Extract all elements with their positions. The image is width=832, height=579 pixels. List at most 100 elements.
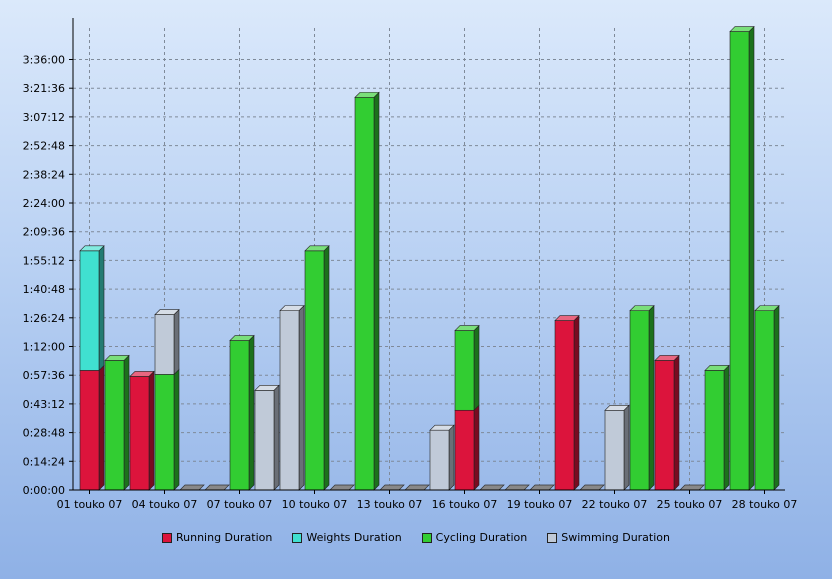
y-tick-label: 3:36:00 — [23, 54, 65, 67]
bar-empty — [379, 484, 405, 491]
bar-cycling-duration-side — [173, 368, 180, 491]
legend-label: Weights Duration — [306, 531, 402, 544]
x-tick-label: 04 touko 07 — [132, 498, 198, 511]
bar-group — [429, 424, 455, 491]
legend-label: Cycling Duration — [435, 531, 528, 544]
bar-cycling-duration — [629, 310, 650, 491]
x-tick-label: 07 touko 07 — [207, 498, 273, 511]
bar-running-duration-side — [573, 314, 580, 491]
x-tick-label: 19 touko 07 — [507, 498, 573, 511]
bar-running-duration — [79, 370, 100, 491]
bar-empty — [204, 484, 230, 491]
bar-running-duration — [554, 320, 575, 491]
legend-item: Cycling Duration — [421, 531, 528, 544]
bar-group — [329, 484, 355, 491]
bar-running-duration-side — [148, 370, 155, 491]
bar-cycling-duration — [229, 340, 250, 491]
bar-cycling-duration-side — [473, 324, 480, 412]
bar-cycling-duration-top — [729, 26, 755, 32]
legend-swatch — [547, 532, 558, 543]
bar-group — [79, 245, 105, 491]
bar-cycling-duration-top — [704, 365, 730, 371]
bar-group — [604, 404, 630, 491]
bar-empty — [504, 484, 530, 491]
bar-swimming-duration — [604, 409, 625, 491]
bar-cycling-duration-top — [229, 335, 255, 341]
bar-group — [529, 484, 555, 491]
bar-running-duration-side — [673, 354, 680, 491]
legend: Running Duration Weights Duration Cycling … — [0, 531, 832, 544]
bar-running-duration-top — [129, 371, 155, 377]
bar-cycling-duration-side — [323, 245, 330, 491]
y-tick-label: 0:57:36 — [23, 369, 65, 382]
bar-group — [104, 354, 130, 491]
bar-weights-duration — [79, 250, 100, 371]
bar-group — [279, 304, 305, 491]
bar-swimming-duration-side — [448, 424, 455, 491]
bar-swimming-duration — [429, 429, 450, 491]
bar-group — [629, 304, 655, 491]
bar-swimming-duration — [279, 310, 300, 491]
bar-running-duration — [129, 376, 150, 491]
bar-empty — [579, 484, 605, 491]
legend-swatch — [421, 532, 432, 543]
bar-group — [679, 484, 705, 491]
y-tick-label: 1:55:12 — [23, 254, 65, 267]
x-tick-label: 16 touko 07 — [432, 498, 498, 511]
bar-swimming-duration-side — [173, 308, 180, 376]
bar-cycling-duration-top — [354, 92, 380, 98]
axes — [69, 18, 785, 494]
y-tick-label: 0:28:48 — [23, 427, 65, 440]
bar-empty — [679, 484, 705, 491]
bar-group — [754, 304, 780, 491]
bar-empty — [179, 484, 205, 491]
bar-swimming-duration-top — [254, 385, 280, 391]
y-tick-label: 3:07:12 — [23, 111, 65, 124]
bar-group — [304, 245, 330, 491]
bar-running-duration-top — [554, 315, 580, 321]
bar-cycling-duration — [304, 250, 325, 491]
tick-labels: 0:00:00 0:14:24 0:28:48 0:43:12 0:57:36 1:12:… — [23, 54, 798, 512]
bar-group — [204, 484, 230, 491]
bar-running-duration — [454, 409, 475, 491]
y-tick-label: 1:26:24 — [23, 312, 65, 325]
y-tick-label: 2:38:24 — [23, 168, 65, 181]
y-tick-label: 1:40:48 — [23, 283, 65, 296]
bar-cycling-duration-side — [773, 304, 780, 491]
bar-empty — [479, 484, 505, 491]
bar-cycling-duration — [754, 310, 775, 491]
y-tick-label: 0:14:24 — [23, 455, 65, 468]
bar-running-duration-side — [98, 364, 105, 491]
bar-swimming-duration-side — [298, 304, 305, 491]
bar-group — [179, 484, 205, 491]
x-tick-label: 10 touko 07 — [282, 498, 348, 511]
bar-empty — [529, 484, 555, 491]
bar-group — [704, 364, 730, 491]
bar-group — [729, 25, 755, 491]
bar-swimming-duration-side — [273, 384, 280, 491]
bar-cycling-duration-side — [723, 364, 730, 491]
legend-swatch — [292, 532, 303, 543]
y-tick-label: 0:00:00 — [23, 484, 65, 497]
bar-weights-duration-top — [79, 245, 105, 252]
legend-item: Swimming Duration — [547, 531, 670, 544]
bar-group — [554, 314, 580, 491]
bar-group — [404, 484, 430, 491]
bar-group — [454, 324, 480, 491]
bar-cycling-duration-side — [748, 25, 755, 491]
bar-running-duration — [654, 360, 675, 491]
bar-group — [354, 91, 380, 491]
legend-swatch — [161, 532, 172, 543]
bar-cycling-duration — [104, 360, 125, 491]
y-tick-label: 3:21:36 — [23, 82, 65, 95]
legend-item: Running Duration — [161, 531, 272, 544]
bar-cycling-duration — [354, 97, 375, 491]
bar-empty — [329, 484, 355, 491]
bar-group — [129, 370, 155, 491]
bar-cycling-duration-side — [123, 354, 130, 491]
x-tick-label: 25 touko 07 — [657, 498, 723, 511]
bar-weights-duration-side — [98, 245, 105, 372]
bar-empty — [404, 484, 430, 491]
bar-swimming-duration — [154, 314, 175, 375]
